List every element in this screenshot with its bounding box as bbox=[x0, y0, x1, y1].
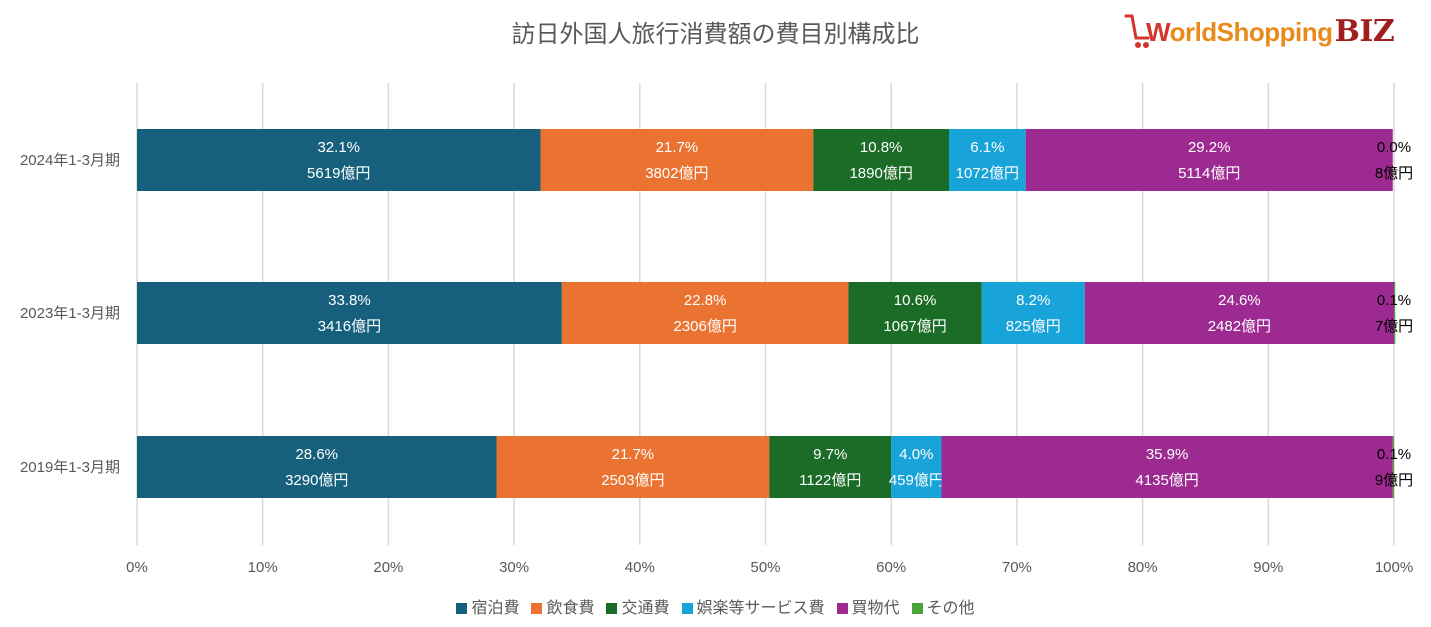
legend-label: 飲食費 bbox=[546, 598, 595, 617]
bar-segment bbox=[1025, 129, 1393, 191]
y-category-label: 2023年1-3月期 bbox=[20, 305, 120, 322]
legend-label: 交通費 bbox=[621, 598, 670, 617]
data-label-amount: 5619億円 bbox=[307, 165, 370, 182]
data-label-amount: 2306億円 bbox=[673, 318, 736, 335]
data-label-amount: 825億円 bbox=[1006, 318, 1061, 335]
data-label-percent: 9.7% bbox=[813, 446, 847, 463]
data-label-percent: 10.6% bbox=[894, 292, 937, 309]
data-label-percent: 32.1% bbox=[317, 139, 360, 156]
x-tick-label: 30% bbox=[499, 559, 529, 576]
legend-swatch bbox=[911, 603, 923, 614]
data-label-amount: 5114億円 bbox=[1178, 165, 1240, 182]
bar-segment bbox=[981, 282, 1085, 344]
data-label-amount: 8億円 bbox=[1375, 165, 1413, 182]
x-tick-label: 10% bbox=[248, 559, 278, 576]
legend-swatch bbox=[531, 603, 543, 614]
x-tick-label: 20% bbox=[373, 559, 403, 576]
legend-label: その他 bbox=[926, 598, 975, 617]
cart-icon bbox=[1124, 14, 1150, 48]
bar-segment bbox=[848, 282, 982, 344]
data-label-amount: 1122億円 bbox=[799, 472, 861, 489]
x-tick-label: 100% bbox=[1375, 559, 1413, 576]
bar-segment bbox=[891, 436, 942, 498]
data-label-amount: 4135億円 bbox=[1135, 472, 1198, 489]
x-tick-label: 70% bbox=[1002, 559, 1032, 576]
data-label-percent: 33.8% bbox=[328, 292, 371, 309]
bar-segment bbox=[540, 129, 814, 191]
x-tick-label: 40% bbox=[625, 559, 655, 576]
legend-label: 宿泊費 bbox=[471, 598, 520, 617]
bar-segment bbox=[1394, 282, 1396, 344]
x-tick-label: 80% bbox=[1128, 559, 1158, 576]
data-label-percent: 6.1% bbox=[970, 139, 1004, 156]
x-tick-label: 0% bbox=[126, 559, 148, 576]
chart-legend: 宿泊費 飲食費 交通費 娯楽等サービス費 買物代 その他 bbox=[0, 594, 1431, 618]
data-label-percent: 21.7% bbox=[612, 446, 655, 463]
legend-swatch bbox=[456, 603, 468, 614]
data-label-percent: 22.8% bbox=[684, 292, 727, 309]
y-category-label: 2019年1-3月期 bbox=[20, 459, 120, 476]
x-tick-label: 60% bbox=[876, 559, 906, 576]
data-label-amount: 2482億円 bbox=[1208, 318, 1271, 335]
legend-item: 交通費 bbox=[606, 594, 670, 618]
legend-swatch bbox=[606, 603, 618, 614]
bar-segment bbox=[1084, 282, 1394, 344]
legend-item: 娯楽等サービス費 bbox=[681, 594, 825, 618]
data-label-percent: 0.0% bbox=[1377, 139, 1411, 156]
legend-item: 飲食費 bbox=[531, 594, 594, 618]
bar-segment bbox=[561, 282, 849, 344]
bar-segment bbox=[496, 436, 770, 498]
data-label-percent: 29.2% bbox=[1188, 139, 1231, 156]
data-label-percent: 24.6% bbox=[1218, 292, 1261, 309]
data-label-amount: 3416億円 bbox=[318, 318, 381, 335]
logo-text: WorldShoppingBIZ bbox=[1146, 14, 1395, 49]
bar-segment bbox=[949, 129, 1026, 191]
data-label-percent: 0.1% bbox=[1377, 292, 1411, 309]
y-category-label: 2024年1-3月期 bbox=[20, 152, 120, 169]
bar-segment bbox=[1392, 436, 1394, 498]
bar-segment bbox=[137, 129, 541, 191]
legend-item: 買物代 bbox=[836, 594, 900, 618]
legend-label: 娯楽等サービス費 bbox=[696, 598, 825, 617]
bar-segment bbox=[769, 436, 892, 498]
legend-swatch bbox=[836, 603, 848, 614]
data-label-amount: 1072億円 bbox=[956, 165, 1019, 182]
data-label-percent: 28.6% bbox=[295, 446, 338, 463]
bar-segment bbox=[941, 436, 1393, 498]
x-tick-label: 90% bbox=[1253, 559, 1283, 576]
data-label-amount: 2503億円 bbox=[601, 472, 664, 489]
data-label-amount: 1067億円 bbox=[883, 318, 946, 335]
data-label-percent: 35.9% bbox=[1146, 446, 1189, 463]
bar-segment bbox=[813, 129, 950, 191]
bar-segment bbox=[137, 436, 497, 498]
data-label-amount: 3802億円 bbox=[645, 165, 708, 182]
data-label-percent: 0.1% bbox=[1377, 446, 1411, 463]
data-label-percent: 4.0% bbox=[899, 446, 933, 463]
data-label-amount: 1890億円 bbox=[849, 165, 912, 182]
legend-swatch bbox=[681, 603, 693, 614]
x-tick-label: 50% bbox=[750, 559, 780, 576]
legend-item: 宿泊費 bbox=[456, 594, 519, 618]
data-label-percent: 10.8% bbox=[860, 139, 903, 156]
chart-title: 訪日外国人旅行消費額の費目別構成比 bbox=[511, 20, 920, 48]
legend-item: その他 bbox=[911, 594, 975, 618]
worldshoppingbiz-logo: WorldShoppingBIZ bbox=[1124, 8, 1414, 56]
data-label-percent: 8.2% bbox=[1016, 292, 1050, 309]
data-label-amount: 3290億円 bbox=[285, 472, 348, 489]
legend-label: 買物代 bbox=[851, 598, 900, 617]
data-label-percent: 21.7% bbox=[656, 139, 699, 156]
data-label-amount: 459億円 bbox=[889, 472, 944, 489]
data-label-amount: 9億円 bbox=[1375, 472, 1413, 489]
bar-segment bbox=[137, 282, 562, 344]
data-label-amount: 7億円 bbox=[1375, 318, 1413, 335]
